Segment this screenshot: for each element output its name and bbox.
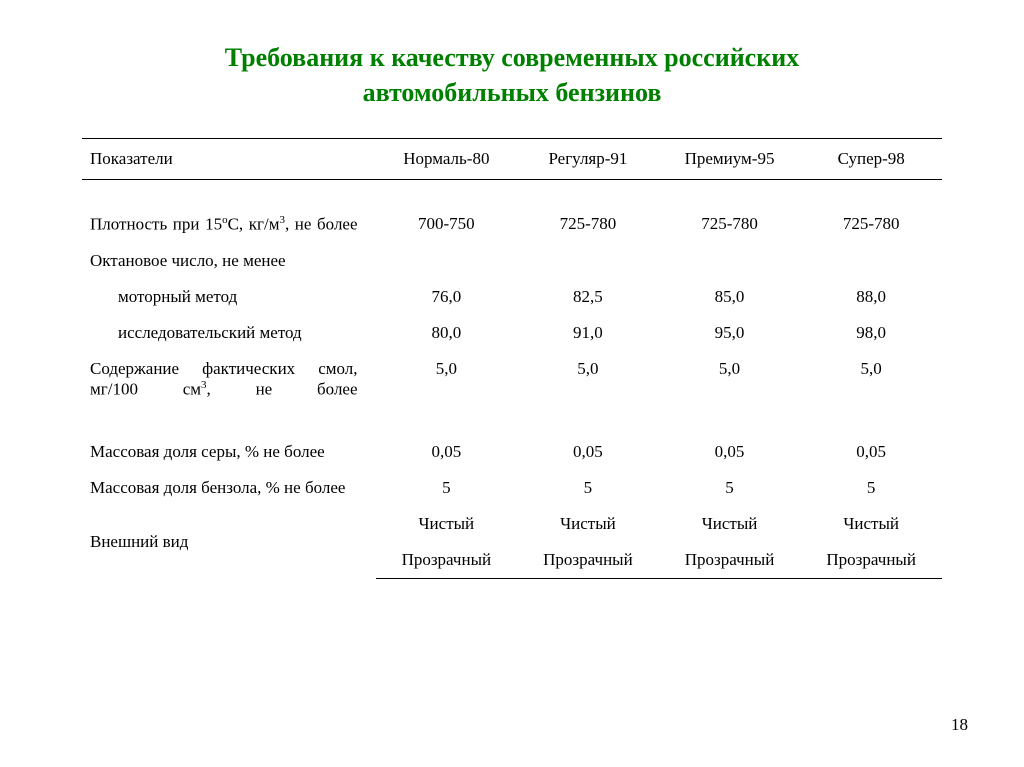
cell-appearance-trans-3: Прозрачный <box>659 542 801 579</box>
cell-research-v4: 98,0 <box>800 315 942 351</box>
cell-appearance-clean-1: Чистый <box>376 506 518 542</box>
cell-density-label: Плотность при 15oС, кг/м3, не более <box>82 206 376 243</box>
cell-research-v3: 95,0 <box>659 315 801 351</box>
cell-motor-v3: 85,0 <box>659 279 801 315</box>
requirements-table: Показатели Нормаль-80 Регуляр-91 Премиум… <box>82 138 942 578</box>
cell-appearance-label: Внешний вид <box>82 506 376 579</box>
col-super-98: Супер-98 <box>800 139 942 180</box>
cell-sulfur-v1: 0,05 <box>376 434 518 470</box>
cell-sulfur-v3: 0,05 <box>659 434 801 470</box>
cell-benzene-v4: 5 <box>800 470 942 506</box>
row-appearance-clean: Внешний вид Чистый Чистый Чистый Чистый <box>82 506 942 542</box>
cell-appearance-trans-1: Прозрачный <box>376 542 518 579</box>
cell-appearance-clean-3: Чистый <box>659 506 801 542</box>
title-line-1: Требования к качеству современных россий… <box>225 43 799 72</box>
col-parameters: Показатели <box>82 139 376 180</box>
cell-research-v1: 80,0 <box>376 315 518 351</box>
cell-motor-v1: 76,0 <box>376 279 518 315</box>
cell-appearance-clean-4: Чистый <box>800 506 942 542</box>
col-normal-80: Нормаль-80 <box>376 139 518 180</box>
cell-appearance-clean-2: Чистый <box>517 506 659 542</box>
cell-gums-v4: 5,0 <box>800 351 942 408</box>
col-regular-91: Регуляр-91 <box>517 139 659 180</box>
row-gums: Содержание фактических смол, мг/100 см3,… <box>82 351 942 408</box>
cell-benzene-label: Массовая доля бензола, % не более <box>82 470 376 506</box>
row-density: Плотность при 15oС, кг/м3, не более 700-… <box>82 206 942 243</box>
cell-benzene-v1: 5 <box>376 470 518 506</box>
title-line-2: автомобильных бензинов <box>363 78 662 107</box>
cell-motor-label: моторный метод <box>82 279 376 315</box>
row-research-method: исследовательский метод 80,0 91,0 95,0 9… <box>82 315 942 351</box>
cell-gums-label: Содержание фактических смол, мг/100 см3,… <box>82 351 376 408</box>
cell-sulfur-label: Массовая доля серы, % не более <box>82 434 376 470</box>
row-sulfur: Массовая доля серы, % не более 0,05 0,05… <box>82 434 942 470</box>
cell-density-v2: 725-780 <box>517 206 659 243</box>
cell-density-v3: 725-780 <box>659 206 801 243</box>
cell-gums-v1: 5,0 <box>376 351 518 408</box>
cell-motor-v2: 82,5 <box>517 279 659 315</box>
cell-appearance-trans-4: Прозрачный <box>800 542 942 579</box>
cell-benzene-v3: 5 <box>659 470 801 506</box>
row-benzene: Массовая доля бензола, % не более 5 5 5 … <box>82 470 942 506</box>
cell-research-v2: 91,0 <box>517 315 659 351</box>
cell-density-v4: 725-780 <box>800 206 942 243</box>
row-octane-header: Октановое число, не менее <box>82 243 942 279</box>
cell-research-label: исследовательский метод <box>82 315 376 351</box>
table-header-row: Показатели Нормаль-80 Регуляр-91 Премиум… <box>82 139 942 180</box>
cell-octane-header: Октановое число, не менее <box>82 243 376 279</box>
cell-appearance-trans-2: Прозрачный <box>517 542 659 579</box>
page-number: 18 <box>951 715 968 735</box>
cell-sulfur-v4: 0,05 <box>800 434 942 470</box>
col-premium-95: Премиум-95 <box>659 139 801 180</box>
slide-title: Требования к качеству современных россий… <box>50 40 974 110</box>
cell-density-v1: 700-750 <box>376 206 518 243</box>
cell-sulfur-v2: 0,05 <box>517 434 659 470</box>
slide: Требования к качеству современных россий… <box>0 0 1024 767</box>
cell-motor-v4: 88,0 <box>800 279 942 315</box>
cell-benzene-v2: 5 <box>517 470 659 506</box>
row-motor-method: моторный метод 76,0 82,5 85,0 88,0 <box>82 279 942 315</box>
cell-gums-v3: 5,0 <box>659 351 801 408</box>
cell-gums-v2: 5,0 <box>517 351 659 408</box>
